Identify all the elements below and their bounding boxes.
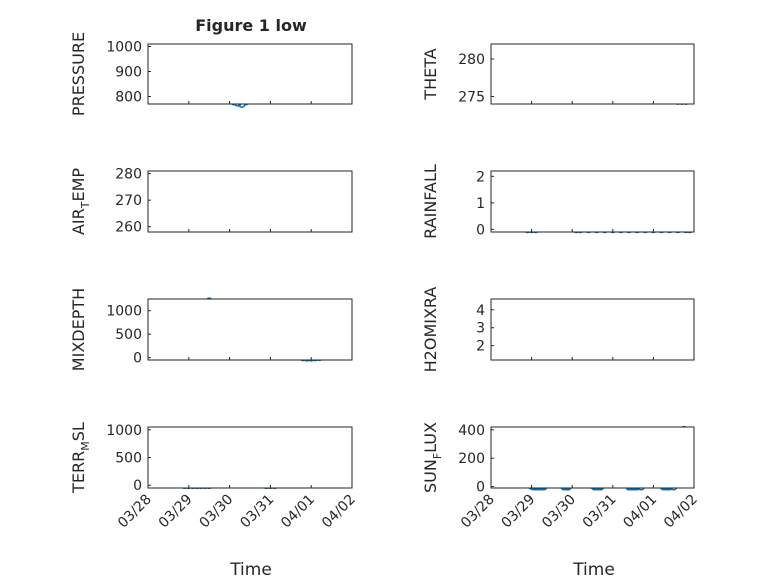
y-tick-label: 1000 [106,40,142,56]
y-tick-label: 0 [133,478,142,494]
panel-mixdepth: 0 500 1000 MIXDEPTH [69,288,353,371]
x-tick-label: 04/01 [620,492,660,532]
x-tick-label: 03/29 [499,492,539,532]
axes-frame [490,43,695,105]
y-tick-label: 2 [476,169,485,185]
x-tick-label: 04/02 [661,492,701,532]
panel-air-temp: 260 270 280 AIRTEMP [69,167,353,236]
x-tick-label: 03/31 [237,492,277,532]
panel-theta: 275 280 THETA [421,43,695,106]
y-axis-label: AIRTEMP [69,168,92,235]
x-tick-label: 04/02 [319,492,359,532]
y-tick-label: 3 [476,321,485,337]
x-tick-label: 03/29 [156,492,196,532]
x-tick-label: 03/30 [539,492,579,532]
y-tick-label: 800 [115,90,142,106]
y-tick-label: 400 [458,423,485,439]
axes-frame [147,426,353,489]
panel-terr-msl: 0 500 1000 03/28 03/29 03/30 03/31 04/01 04/02 TE… [69,422,359,531]
y-tick-label: 280 [458,52,485,68]
panel-pressure: 800 900 1000 PRESSURE [69,32,353,116]
x-tick-label: 04/01 [278,492,318,532]
y-axis-label: SUNFLUX [421,422,444,493]
y-tick-label: 280 [115,167,142,183]
y-axis-label: PRESSURE [69,32,88,116]
x-tick-label: 03/28 [458,492,498,532]
y-axis-label: MIXDEPTH [69,288,88,371]
axes-frame [147,170,353,233]
panel-sun-flux: 0 200 400 03/28 03/29 03/30 03/31 04/01 04/02 SUN… [421,422,701,531]
y-tick-label: 1 [476,196,485,212]
panel-rainfall: 0 1 2 RAINFALL [421,164,695,239]
y-tick-label: 275 [458,90,485,106]
x-tick-label: 03/28 [115,492,155,532]
axes-frame [490,170,695,233]
axes-frame [490,298,695,361]
x-axis-label-right: Time [572,560,615,580]
y-tick-label: 0 [476,222,485,238]
y-axis-label: THETA [421,48,440,100]
y-tick-label: 1000 [106,423,142,439]
y-tick-label: 500 [115,451,142,467]
x-tick-label: 03/30 [197,492,237,532]
y-tick-label: 0 [133,351,142,367]
axes-frame [147,43,353,105]
y-axis-label: RAINFALL [421,164,440,239]
y-tick-label: 0 [476,480,485,496]
figure-title: Figure 1 low [195,16,307,35]
y-tick-label: 270 [115,193,142,209]
y-axis-label: H2OMIXRA [421,287,440,373]
y-tick-label: 2 [476,339,485,355]
y-tick-label: 500 [115,327,142,343]
y-tick-label: 900 [115,65,142,81]
panel-h2omixra: 2 3 4 H2OMIXRA [421,287,695,373]
axes-frame [490,426,695,489]
axes-frame [147,298,353,361]
x-tick-label: 03/31 [580,492,620,532]
y-tick-label: 1000 [106,304,142,320]
y-axis-label: TERRMSL [69,422,92,494]
y-tick-label: 200 [458,451,485,467]
x-axis-label-left: Time [229,560,272,580]
y-tick-label: 260 [115,220,142,236]
y-tick-label: 4 [476,303,485,319]
